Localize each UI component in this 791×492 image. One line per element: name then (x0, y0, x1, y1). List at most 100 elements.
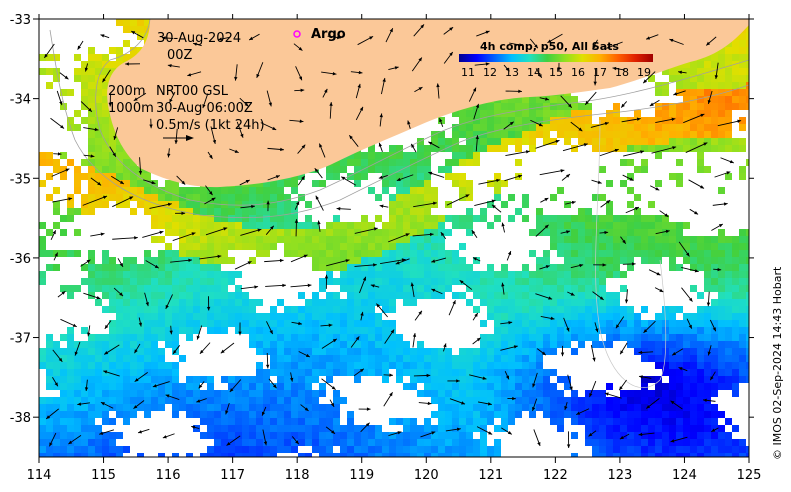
sst-pixel (270, 187, 277, 194)
sst-pixel (235, 187, 242, 194)
current-arrow (376, 303, 388, 318)
sst-pixel (361, 278, 368, 285)
sst-pixel (312, 313, 319, 320)
sst-pixel (599, 243, 606, 250)
sst-pixel (550, 327, 557, 334)
sst-pixel (459, 152, 466, 159)
sst-pixel (74, 54, 81, 61)
sst-pixel (641, 145, 648, 152)
sst-pixel (116, 173, 123, 180)
sst-pixel (655, 124, 662, 131)
sst-pixel (732, 327, 739, 334)
sst-pixel (382, 432, 389, 439)
sst-pixel (585, 215, 592, 222)
sst-pixel (480, 390, 487, 397)
sst-pixel (368, 446, 375, 453)
sst-pixel (487, 145, 494, 152)
sst-pixel (501, 292, 508, 299)
sst-pixel (165, 313, 172, 320)
sst-pixel (704, 453, 711, 457)
sst-pixel (634, 138, 641, 145)
current-arrow (588, 430, 597, 437)
sst-pixel (116, 334, 123, 341)
sst-pixel (102, 68, 109, 75)
sst-pixel (704, 341, 711, 348)
sst-pixel (599, 418, 606, 425)
sst-pixel (340, 334, 347, 341)
sst-pixel (508, 383, 515, 390)
sst-pixel (424, 187, 431, 194)
sst-pixel (613, 257, 620, 264)
sst-pixel (284, 327, 291, 334)
sst-pixel (193, 425, 200, 432)
sst-pixel (340, 306, 347, 313)
sst-pixel (431, 355, 438, 362)
sst-pixel (200, 194, 207, 201)
sst-pixel (746, 362, 749, 369)
sst-pixel (95, 334, 102, 341)
sst-pixel (144, 180, 151, 187)
sst-pixel (60, 250, 67, 257)
sst-pixel (200, 453, 207, 457)
sst-pixel (347, 159, 354, 166)
sst-pixel (284, 369, 291, 376)
sst-pixel (564, 299, 571, 306)
sst-pixel (284, 376, 291, 383)
sst-pixel (214, 243, 221, 250)
current-arrow (90, 177, 102, 186)
sst-pixel (221, 194, 228, 201)
sst-pixel (739, 166, 746, 173)
sst-pixel (284, 446, 291, 453)
sst-pixel (144, 320, 151, 327)
sst-pixel (725, 138, 732, 145)
current-arrow (379, 113, 383, 127)
sst-pixel (501, 103, 508, 110)
sst-pixel (424, 194, 431, 201)
sst-pixel (256, 446, 263, 453)
sst-pixel (452, 425, 459, 432)
sst-pixel (116, 278, 123, 285)
sst-pixel (172, 250, 179, 257)
sst-pixel (137, 264, 144, 271)
sst-pixel (186, 271, 193, 278)
sst-pixel (445, 271, 452, 278)
sst-pixel (340, 362, 347, 369)
sst-pixel (564, 131, 571, 138)
sst-pixel (627, 334, 634, 341)
sst-pixel (725, 327, 732, 334)
sst-pixel (550, 334, 557, 341)
sst-pixel (515, 348, 522, 355)
sst-pixel (452, 180, 459, 187)
sst-pixel (165, 229, 172, 236)
sst-pixel (578, 306, 585, 313)
sst-pixel (305, 306, 312, 313)
sst-pixel (697, 264, 704, 271)
sst-pixel (620, 117, 627, 124)
sst-pixel (550, 313, 557, 320)
sst-pixel (354, 313, 361, 320)
sst-pixel (704, 243, 711, 250)
current-arrow (659, 210, 669, 218)
sst-pixel (312, 397, 319, 404)
sst-pixel (732, 313, 739, 320)
current-arrow (82, 195, 108, 206)
sst-pixel (165, 208, 172, 215)
sst-pixel (109, 369, 116, 376)
sst-pixel (634, 250, 641, 257)
sst-pixel (627, 313, 634, 320)
sst-pixel (340, 285, 347, 292)
sst-pixel (501, 390, 508, 397)
sst-pixel (95, 103, 102, 110)
sst-pixel (690, 432, 697, 439)
sst-pixel (683, 425, 690, 432)
sst-pixel (557, 425, 564, 432)
sst-pixel (606, 243, 613, 250)
colorbar-tick-label: 14 (527, 66, 541, 79)
sst-pixel (417, 187, 424, 194)
current-arrow (600, 199, 611, 208)
sst-pixel (487, 131, 494, 138)
sst-pixel (333, 397, 340, 404)
sst-pixel (620, 320, 627, 327)
current-arrow (80, 101, 93, 113)
sst-pixel (319, 404, 326, 411)
